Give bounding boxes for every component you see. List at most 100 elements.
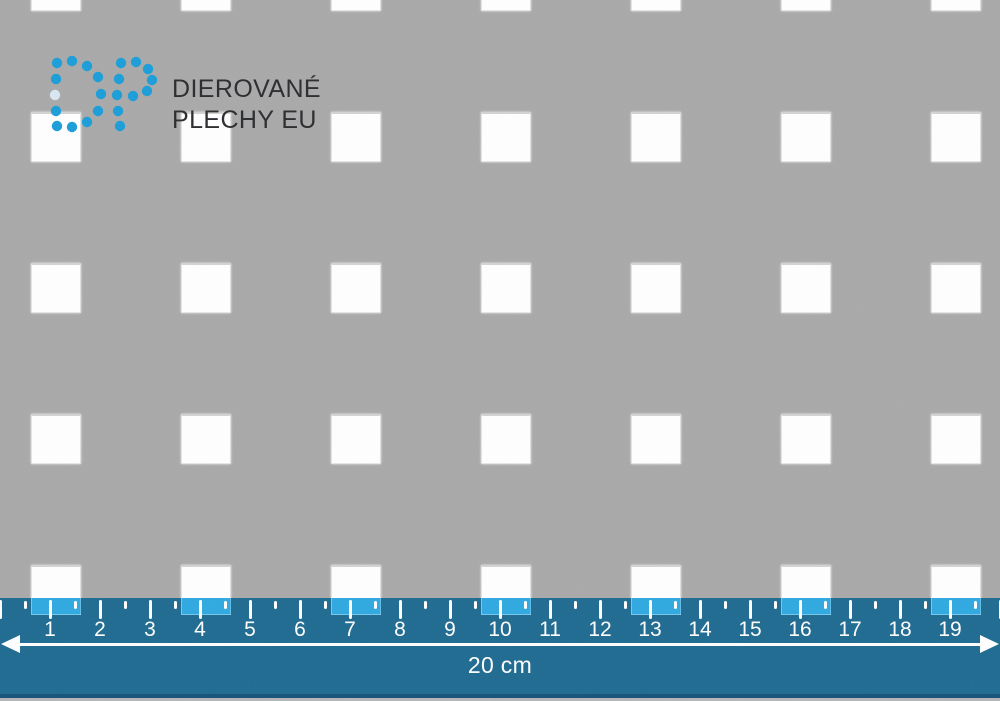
ruler-number: 4: [194, 618, 206, 641]
ruler-number: 3: [144, 618, 156, 641]
hole: [31, 263, 81, 313]
ruler-number: 8: [394, 618, 406, 641]
hole: [481, 414, 531, 464]
logo-dot: [115, 57, 127, 69]
ruler-tick-major: [698, 600, 702, 619]
ruler-tick-minor: [623, 601, 627, 609]
ruler-tick-minor: [323, 601, 327, 609]
ruler-tick-minor: [73, 601, 77, 609]
ruler-tick-minor: [873, 601, 877, 609]
logo-dot: [113, 73, 125, 85]
logo-dot: [81, 116, 93, 128]
ruler-tick-minor: [23, 601, 27, 609]
ruler-tick-major: [248, 600, 252, 619]
ruler-total-label: 20 cm: [467, 652, 533, 678]
ruler-tick-major: [798, 600, 802, 619]
logo-dot: [81, 60, 93, 72]
ruler-tick-minor: [423, 601, 427, 609]
hole: [181, 0, 231, 11]
ruler-tick-minor: [523, 601, 527, 609]
hole: [31, 414, 81, 464]
ruler-tick-minor: [173, 601, 177, 609]
logo-dot: [66, 55, 78, 67]
logo-dot: [112, 105, 124, 117]
ruler-tick-minor: [223, 601, 227, 609]
hole: [481, 263, 531, 313]
hole: [31, 112, 81, 162]
hole: [931, 112, 981, 162]
ruler-number: 12: [588, 618, 612, 641]
ruler-tick-minor: [473, 601, 477, 609]
ruler-number: 7: [344, 618, 356, 641]
brand-name-line2: PLECHY EU: [172, 106, 317, 134]
dimension-arrow-left-icon: [1, 635, 20, 653]
hole: [631, 414, 681, 464]
logo-dot: [92, 105, 104, 117]
hole: [781, 0, 831, 11]
ruler-tick-minor: [373, 601, 377, 609]
dp-logo-icon: [49, 55, 158, 133]
ruler-tick-major: [548, 600, 552, 619]
hole: [631, 263, 681, 313]
ruler-number: 2: [94, 618, 106, 641]
logo-dot: [49, 89, 61, 101]
ruler-tick-major: [98, 600, 102, 619]
hole: [181, 263, 231, 313]
ruler-tick-minor: [823, 601, 827, 609]
ruler-tick-major: [748, 600, 752, 619]
ruler-tick-major: [298, 600, 302, 619]
ruler-number: 11: [539, 618, 561, 641]
hole: [781, 263, 831, 313]
dimension-line: [14, 643, 986, 646]
ruler-tick-minor: [723, 601, 727, 609]
hole: [331, 112, 381, 162]
hole: [331, 263, 381, 313]
logo-dot: [114, 120, 126, 132]
logo-dot: [130, 56, 142, 68]
ruler-number: 13: [638, 618, 662, 641]
logo-dot: [95, 88, 107, 100]
ruler-number: 19: [938, 618, 962, 641]
ruler-tick-major: [848, 600, 852, 619]
ruler-tick-major: [0, 600, 2, 619]
hole: [631, 112, 681, 162]
ruler-tick-major: [898, 600, 902, 619]
hole: [181, 414, 231, 464]
ruler-number: 15: [738, 618, 762, 641]
hole: [931, 0, 981, 11]
ruler-tick-minor: [123, 601, 127, 609]
logo-dot: [111, 89, 123, 101]
ruler-tick-minor: [923, 601, 927, 609]
dimension-arrow-right-icon: [980, 635, 999, 653]
ruler-tick-major: [498, 600, 502, 619]
hole: [781, 112, 831, 162]
hole: [481, 0, 531, 11]
ruler-number: 17: [838, 618, 862, 641]
logo-dot: [146, 74, 158, 86]
ruler-tick-major: [398, 600, 402, 619]
ruler-tick-major: [948, 600, 952, 619]
logo-dot: [127, 90, 139, 102]
hole: [331, 414, 381, 464]
ruler-tick-major: [148, 600, 152, 619]
hole: [931, 263, 981, 313]
hole: [481, 112, 531, 162]
ruler-tick-minor: [273, 601, 277, 609]
ruler-tick-major: [198, 600, 202, 619]
ruler-number: 14: [688, 618, 712, 641]
ruler-tick-major: [598, 600, 602, 619]
hole: [331, 0, 381, 11]
ruler-number: 9: [444, 618, 456, 641]
ruler-number: 16: [788, 618, 812, 641]
hole: [631, 0, 681, 11]
ruler: 20 cm 1 2 3 4 5 6 7 8 9 10 11 12 13 14 15 16 17 18 19: [0, 598, 1000, 694]
ruler-tick-major: [348, 600, 352, 619]
ruler-tick-major: [48, 600, 52, 619]
hole: [781, 414, 831, 464]
ruler-tick-minor: [773, 601, 777, 609]
logo-dot: [141, 85, 153, 97]
logo-dot: [92, 71, 104, 83]
brand-wordmark: DIEROVANÉ PLECHY EU: [172, 74, 321, 136]
ruler-number: 10: [488, 618, 512, 641]
